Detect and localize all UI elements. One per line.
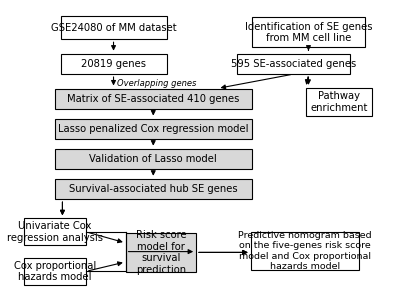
Text: Predictive nomogram based
on the five-genes risk score
model and Cox proportiona: Predictive nomogram based on the five-ge… [238,231,372,271]
FancyBboxPatch shape [55,179,252,199]
Text: Matrix of SE-associated 410 genes: Matrix of SE-associated 410 genes [67,94,240,104]
Text: Univariate Cox
regression analysis: Univariate Cox regression analysis [7,221,103,242]
FancyBboxPatch shape [60,54,166,74]
Text: 20819 genes: 20819 genes [81,59,146,69]
FancyBboxPatch shape [251,232,359,270]
FancyBboxPatch shape [55,89,252,109]
Text: Validation of Lasso model: Validation of Lasso model [89,154,217,164]
FancyBboxPatch shape [236,54,350,74]
Text: 595 SE-associated genes: 595 SE-associated genes [231,59,356,69]
Text: GSE24080 of MM dataset: GSE24080 of MM dataset [51,23,176,33]
FancyBboxPatch shape [126,233,196,272]
FancyBboxPatch shape [24,258,86,285]
FancyBboxPatch shape [252,17,365,48]
FancyBboxPatch shape [60,16,166,39]
FancyBboxPatch shape [55,149,252,169]
Text: Pathway
enrichment: Pathway enrichment [310,91,368,113]
Text: Cox proportional
hazards model: Cox proportional hazards model [14,261,96,282]
FancyBboxPatch shape [24,218,86,245]
Text: Survival-associated hub SE genes: Survival-associated hub SE genes [69,184,238,194]
FancyBboxPatch shape [55,119,252,139]
Text: Identification of SE genes
from MM cell line: Identification of SE genes from MM cell … [245,22,372,43]
FancyBboxPatch shape [306,88,372,116]
Text: Risk score
model for
survival
prediction: Risk score model for survival prediction [136,230,186,275]
Text: Lasso penalized Cox regression model: Lasso penalized Cox regression model [58,124,248,134]
Text: Overlapping genes: Overlapping genes [117,80,197,89]
